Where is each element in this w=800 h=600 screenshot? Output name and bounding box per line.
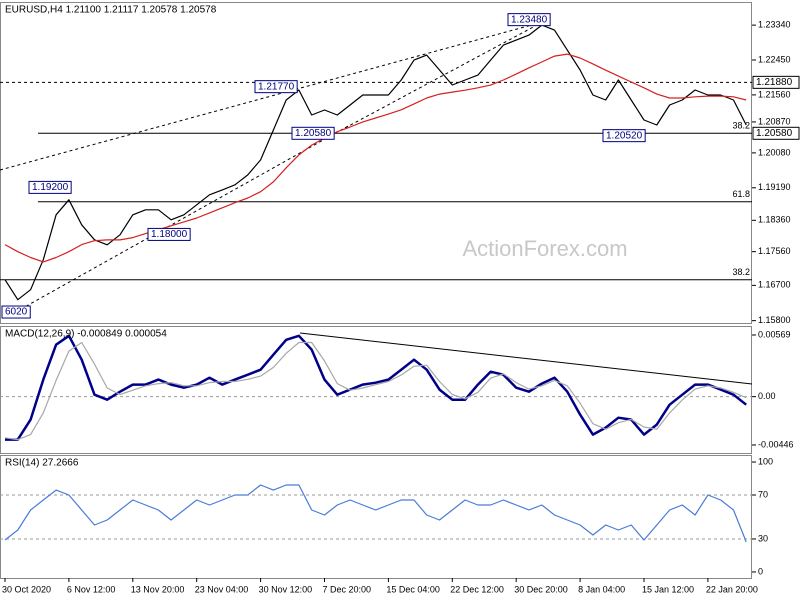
- y-tick-label: 1.21560: [758, 89, 791, 99]
- y-tick-label: 0: [758, 566, 763, 576]
- annotation-box: [602, 129, 646, 143]
- annotation-box: [254, 80, 298, 94]
- y-tick-label: 1.19190: [758, 182, 791, 192]
- price-panel: [0, 2, 752, 324]
- y-tick-label: 100: [758, 456, 773, 466]
- trend-line: [344, 17, 551, 129]
- y-tick-label: 1.15800: [758, 315, 791, 325]
- rsi-panel: [0, 455, 752, 579]
- annotation: 1.21770: [258, 81, 295, 92]
- y-tick-label: -0.00446: [758, 439, 794, 449]
- watermark: ActionForex.com: [462, 236, 627, 261]
- x-tick-label: 15 Dec 04:00: [386, 584, 440, 594]
- y-tick-label: 1.22450: [758, 54, 791, 64]
- trend-line: [0, 19, 551, 171]
- macd-panel: [0, 326, 752, 454]
- x-tick-label: 7 Dec 20:00: [323, 584, 372, 594]
- panel-title: MACD(12,26,9) -0.000849 0.000054: [5, 329, 167, 340]
- annotation: 1.18000: [151, 229, 188, 240]
- x-tick-label: 22 Dec 12:00: [450, 584, 504, 594]
- panel-title: EURUSD,H4 1.21100 1.21117 1.20578 1.2057…: [5, 5, 217, 16]
- annotation-box: [507, 13, 551, 27]
- x-tick-label: 30 Dec 20:00: [514, 584, 568, 594]
- fib-label: 38.2: [732, 121, 750, 131]
- y-tick-label: 1.23340: [758, 19, 791, 29]
- annotation: 6020: [5, 307, 28, 318]
- annotation-box: [1, 305, 31, 319]
- x-tick-label: 6 Nov 12:00: [67, 584, 116, 594]
- x-tick-label: 15 Jan 12:00: [642, 584, 694, 594]
- price-box: [752, 75, 800, 89]
- y-tick-label: 0.00569: [758, 329, 791, 339]
- fib-label: 38.2: [732, 267, 750, 277]
- annotation-box: [28, 180, 72, 194]
- series-line: [4, 24, 747, 301]
- panel-title: RSI(14) 27.2666: [5, 458, 79, 469]
- series-line: [4, 341, 747, 441]
- y-tick-label: 0.00: [758, 391, 776, 401]
- x-tick-label: 8 Jan 04:00: [578, 584, 625, 594]
- x-tick-label: 30 Nov 12:00: [259, 584, 313, 594]
- y-tick-label: 1.20870: [758, 116, 791, 126]
- y-tick-label: 1.17560: [758, 246, 791, 256]
- x-tick-label: 22 Jan 20:00: [706, 584, 758, 594]
- price-label: 1.20580: [756, 128, 793, 139]
- series-line: [5, 334, 747, 441]
- fib-label: 61.8: [732, 189, 750, 199]
- annotation-box: [147, 227, 191, 241]
- annotation-box: [291, 126, 335, 140]
- series-line: [4, 53, 747, 263]
- trend-line: [299, 332, 753, 385]
- annotation: 1.20580: [295, 128, 332, 139]
- y-tick-label: 70: [758, 489, 768, 499]
- annotation: 1.20520: [606, 130, 643, 141]
- y-tick-label: 1.20080: [758, 147, 791, 157]
- annotation: 1.23480: [511, 14, 548, 25]
- annotation: 1.19200: [32, 182, 69, 193]
- series-line: [4, 484, 747, 543]
- x-tick-label: 23 Nov 04:00: [195, 584, 249, 594]
- x-tick-label: 13 Nov 20:00: [131, 584, 185, 594]
- price-label: 1.21880: [756, 77, 793, 88]
- price-box: [752, 126, 800, 140]
- y-tick-label: 1.16700: [758, 280, 791, 290]
- y-tick-label: 30: [758, 533, 768, 543]
- x-tick-label: 30 Oct 2020: [2, 584, 51, 594]
- y-tick-label: 1.18360: [758, 215, 791, 225]
